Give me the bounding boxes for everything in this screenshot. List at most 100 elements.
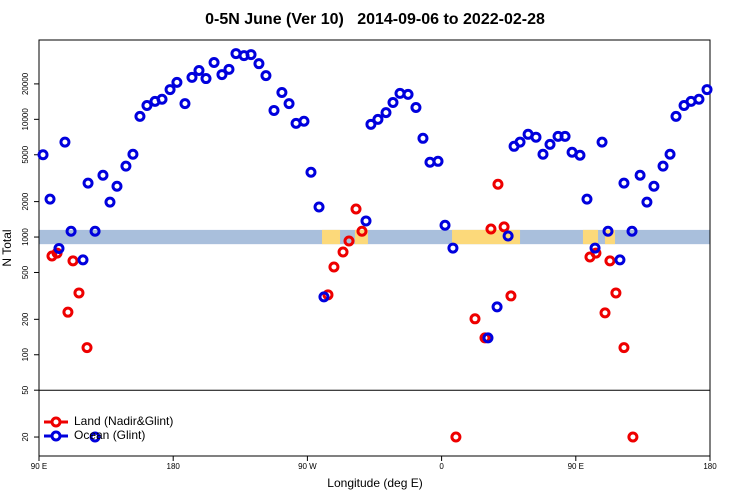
y-axis-label: N Total [0,229,14,266]
data-point [618,342,630,354]
data-point [350,203,362,215]
data-point [62,306,74,318]
x-axis-label: Longitude (deg E) [327,476,422,490]
data-point [318,291,330,303]
data-point [53,242,65,254]
data-point [305,166,317,178]
data-point [574,149,586,161]
y-tick-label: 50 [21,385,30,394]
data-point [581,193,593,205]
data-point [59,136,71,148]
data-point [514,136,526,148]
data-point [120,160,132,172]
data-point [245,49,257,61]
data-point [65,225,77,237]
data-point [648,180,660,192]
data-point [417,132,429,144]
data-point [208,56,220,68]
legend-label: Land (Nadir&Glint) [74,414,173,428]
data-point [627,431,639,443]
data-point [657,160,669,172]
data-point [156,93,168,105]
data-point [134,110,146,122]
data-point [634,169,646,181]
data-point [604,255,616,267]
y-tick-label: 10000 [21,108,30,131]
data-point [89,431,101,443]
x-tick-label: 90 W [298,462,317,471]
data-point [44,193,56,205]
data-point [410,102,422,114]
reference-band [39,229,710,245]
y-tick-label: 1000 [21,228,30,246]
data-point [402,88,414,100]
data-point [343,235,355,247]
y-tick-label: 2000 [21,192,30,210]
data-point [67,255,79,267]
data-point [337,246,349,258]
data-point [482,332,494,344]
data-point [356,225,368,237]
data-point [590,247,602,259]
data-point [491,301,503,313]
legend-marker [50,430,62,442]
x-tick-label: 180 [703,462,717,471]
data-point [97,169,109,181]
data-point [200,73,212,85]
data-point [599,307,611,319]
data-point [260,70,272,82]
data-point [268,104,280,116]
data-point [223,63,235,75]
data-point [104,196,116,208]
data-point [37,149,49,161]
data-point [670,110,682,122]
x-tick-label: 0 [439,462,444,471]
data-point [171,76,183,88]
x-tick-label: 90 E [31,462,47,471]
data-point [664,148,676,160]
data-point [216,69,228,81]
data-point [82,177,94,189]
data-point [77,254,89,266]
data-point [559,130,571,142]
band-patch [322,229,341,245]
data-point [179,98,191,110]
data-point [447,242,459,254]
data-point [432,155,444,167]
data-point [186,71,198,83]
x-tick-label: 180 [167,462,181,471]
data-point [193,64,205,76]
data-point [602,225,614,237]
data-point [81,342,93,354]
chart-title: 0-5N June (Ver 10) 2014-09-06 to 2022-02… [205,11,545,28]
y-tick-label: 20 [21,432,30,441]
data-point [596,136,608,148]
data-point [328,261,340,273]
legend-marker [50,416,62,428]
data-point [73,287,85,299]
data-point [469,313,481,325]
data-point [276,87,288,99]
band-patch [582,229,599,245]
data-point [626,225,638,237]
data-point [505,290,517,302]
band-patch [605,229,616,245]
data-point [141,100,153,112]
legend-label: Ocean (Glint) [74,428,145,442]
data-point [610,287,622,299]
y-tick-label: 5000 [21,145,30,163]
data-point [360,215,372,227]
data-point [492,178,504,190]
data-point [498,221,510,233]
y-tick-label: 500 [21,265,30,279]
data-point [365,118,377,130]
data-point [111,180,123,192]
data-point [502,230,514,242]
data-point [537,148,549,160]
data-point [253,58,265,70]
data-point [387,96,399,108]
data-point [450,431,462,443]
y-tick-label: 100 [21,348,30,362]
data-point [298,115,310,127]
